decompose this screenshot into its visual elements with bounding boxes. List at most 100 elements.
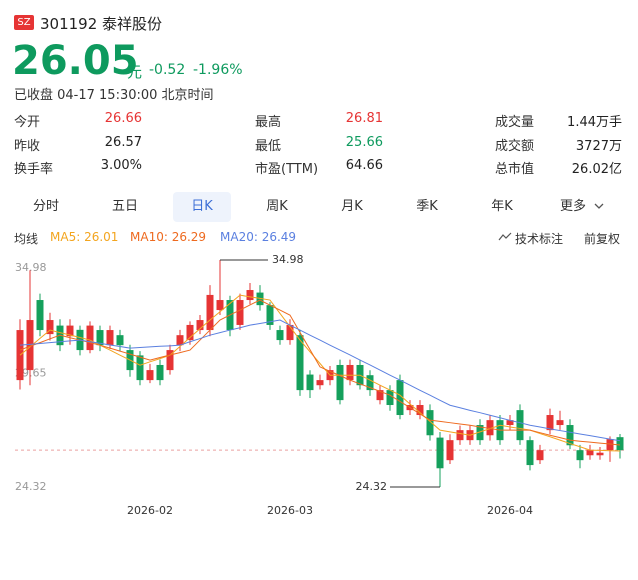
legend-name: MA5	[50, 230, 84, 244]
legend-value: 26.49	[261, 230, 297, 244]
candle-body	[556, 420, 564, 426]
tab-selected[interactable]: 日K	[173, 192, 231, 222]
stat-value: 1.44万手	[567, 115, 622, 130]
candle-body	[156, 364, 164, 381]
price-unit: 元	[127, 63, 143, 81]
candle-body	[196, 320, 204, 331]
ma-line	[19, 294, 621, 452]
stock-name: 泰祥股份	[102, 15, 163, 33]
tab[interactable]: 年K	[491, 199, 513, 214]
x-tick-label: 2026-03	[267, 504, 313, 517]
candle-body	[66, 325, 74, 337]
candle-body	[336, 364, 344, 401]
legend-value: 26.29	[171, 230, 207, 244]
candle-body	[286, 324, 294, 341]
candle-body	[476, 425, 484, 441]
legend-item: MA2026.49	[220, 230, 296, 244]
candle-body	[606, 439, 614, 451]
stock-title: 301192 泰祥股份	[40, 13, 162, 34]
candle-body	[586, 450, 594, 456]
legend-value: 26.01	[84, 230, 119, 244]
stat-label: 总市值	[495, 162, 535, 177]
stat-value: 64.66	[345, 158, 383, 173]
candle-body	[86, 325, 94, 351]
candle-body	[516, 410, 524, 441]
candle-body	[316, 380, 324, 386]
candle-body	[216, 300, 224, 311]
x-tick-label: 2026-02	[127, 504, 173, 517]
legend-item: MA526.01	[50, 230, 118, 244]
candle-body	[146, 370, 154, 381]
candle-body	[436, 437, 444, 469]
candle-body	[386, 390, 394, 406]
ma-line	[19, 319, 621, 442]
chevron	[594, 203, 604, 209]
ma-line	[19, 299, 621, 446]
candle-body	[96, 330, 104, 346]
change-pct: -1.96%	[193, 62, 243, 78]
stat-label: 昨收	[14, 139, 41, 154]
stat-label: 最高	[255, 115, 282, 130]
tab[interactable]: 分时	[32, 199, 59, 214]
candle-body	[266, 305, 274, 325]
stat-label: 今开	[14, 115, 41, 130]
y-tick-label: 24.32	[15, 480, 47, 493]
stat-value: 26.02亿	[571, 162, 622, 177]
candle-body	[426, 410, 434, 436]
candle-body	[206, 294, 214, 331]
status: 已收盘 04-17 15:30:00 北京时间	[14, 88, 214, 103]
candle-body	[396, 380, 404, 416]
candle-body	[166, 350, 174, 371]
stat-value: 25.66	[345, 135, 383, 150]
tab[interactable]: 月K	[341, 199, 363, 214]
tab[interactable]: 季K	[416, 199, 438, 214]
legend-item: MA1026.29	[130, 230, 206, 244]
stat-label: 最低	[255, 139, 282, 154]
candle-body	[236, 300, 244, 325]
candle-body	[376, 390, 384, 401]
candle-body	[446, 440, 454, 461]
high-annotation: 34.98	[272, 253, 304, 266]
tool[interactable]: 前复权	[584, 232, 621, 246]
tool[interactable]: 技术标注	[515, 232, 564, 246]
candle-body	[186, 324, 194, 341]
candle-body	[26, 320, 34, 371]
stat-value: 26.81	[345, 111, 383, 126]
tab-more[interactable]: 更多	[548, 198, 598, 216]
candle-body	[116, 335, 124, 346]
candle-body	[576, 450, 584, 461]
candle-body	[506, 420, 514, 426]
legend-name: MA20	[220, 230, 262, 244]
tab-label: 更多	[559, 199, 586, 214]
ma-label: 均线	[14, 232, 39, 246]
candle-body	[346, 364, 354, 381]
candle-body	[256, 292, 264, 306]
candle-body	[546, 415, 554, 431]
low-annotation: 24.32	[356, 480, 388, 493]
stat-value: 3727万	[575, 139, 622, 154]
stat-value: 26.66	[104, 111, 142, 126]
stock-code: 301192	[40, 15, 98, 33]
change: -0.52	[149, 62, 186, 78]
candle-body	[46, 320, 54, 335]
candle-body	[136, 355, 144, 381]
tab[interactable]: 周K	[266, 199, 288, 214]
candle-body	[536, 450, 544, 461]
tool-icon	[498, 232, 512, 241]
stat-value: 3.00%	[100, 158, 142, 173]
candle-body	[596, 452, 604, 456]
price: 26.05	[12, 38, 139, 84]
stat-value: 26.57	[104, 135, 142, 150]
stat-label: 成交额	[495, 139, 535, 154]
candle-body	[246, 290, 254, 301]
candle-body	[526, 440, 534, 466]
exchange-badge: SZ	[14, 15, 34, 30]
candle-body	[176, 335, 184, 346]
candle-body	[616, 437, 624, 451]
legend-name: MA10	[130, 230, 172, 244]
candle-body	[566, 425, 574, 446]
tab[interactable]: 五日	[111, 199, 138, 214]
x-tick-label: 2026-04	[487, 504, 533, 517]
